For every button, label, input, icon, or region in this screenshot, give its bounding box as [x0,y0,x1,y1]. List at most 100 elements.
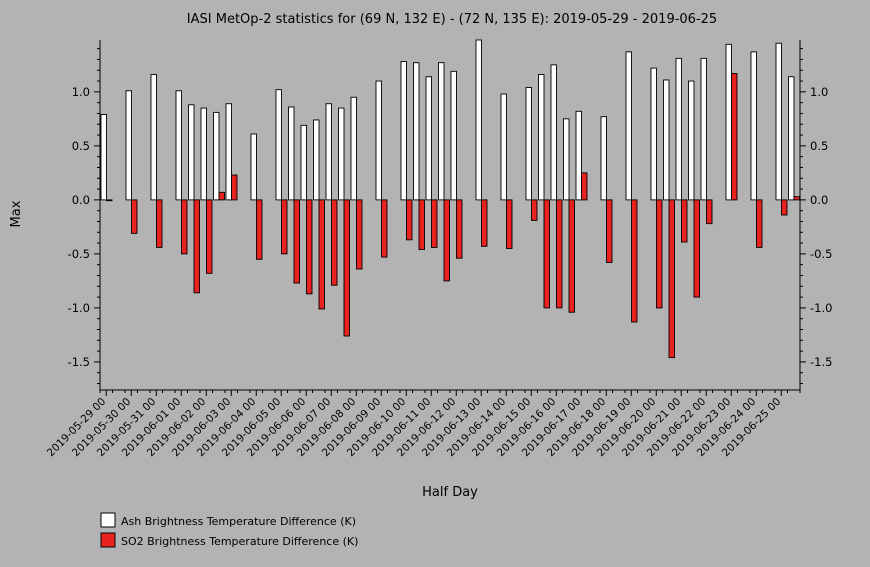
bar-so2 [793,196,800,201]
bar-ash [175,90,182,201]
bar-so2 [218,191,225,201]
y-axis-label: Max [9,200,24,227]
legend-label-ash: Ash Brightness Temperature Difference (K… [121,515,356,528]
bar-so2 [306,199,313,295]
y-tick-label-right: 0.5 [810,139,828,153]
y-tick-label-right: -1.0 [810,301,832,315]
bar-so2 [356,199,363,270]
bar-so2 [506,199,513,249]
bar-so2 [418,199,425,251]
bar-ash [213,111,220,201]
bar-so2 [681,199,688,243]
bar-ash [775,42,782,201]
bar-ash [625,51,632,201]
bar-ash [525,87,532,201]
bar-ash [600,116,607,201]
bar-so2 [443,199,450,282]
bar-ash [300,124,307,201]
bar-so2 [781,199,788,216]
bar-ash [650,67,657,201]
legend-label-so2: SO2 Brightness Temperature Difference (K… [121,535,358,548]
bar-so2 [706,199,713,225]
bar-ash [475,39,482,201]
bar-so2 [156,199,163,248]
bar-ash [325,103,332,201]
bar-so2 [481,199,488,247]
bar-so2 [581,172,588,201]
bar-ash [450,70,457,201]
y-tick-label-left: -1.5 [68,355,90,369]
bar-so2 [731,73,738,201]
bar-so2 [668,199,675,359]
bar-so2 [543,199,550,309]
bar-ash [575,110,582,201]
bar-so2 [106,199,113,202]
bar-so2 [331,199,338,286]
bar-so2 [531,199,538,221]
bar-ash [413,62,420,201]
bar-so2 [693,199,700,298]
bar-so2 [281,199,288,255]
y-tick-label-left: -1.0 [68,301,90,315]
bar-ash [250,133,257,201]
bar-ash [550,64,557,201]
y-tick-label-left: -0.5 [68,247,90,261]
y-tick-label-right: 0.0 [810,193,828,207]
bar-so2 [256,199,263,260]
legend-swatch-so2 [100,532,116,548]
bar-so2 [568,199,575,313]
bar-ash [313,119,320,201]
bar-so2 [456,199,463,259]
bar-so2 [131,199,138,234]
bar-so2 [231,174,238,201]
bar-ash [275,89,282,201]
legend-swatch-ash [100,512,116,528]
y-tick-label-left: 0.5 [72,139,90,153]
y-tick-label-right: 1.0 [810,85,828,99]
bar-ash [188,104,195,201]
bar-ash [700,57,707,201]
bar-ash [400,61,407,201]
bar-so2 [206,199,213,274]
bar-so2 [431,199,438,248]
bar-ash [788,76,795,201]
bar-ash [338,107,345,201]
y-tick-label-right: -0.5 [810,247,832,261]
bar-so2 [343,199,350,337]
bar-so2 [293,199,300,284]
bar-so2 [556,199,563,309]
bar-ash [438,62,445,201]
y-tick-label-right: -1.5 [810,355,832,369]
bar-so2 [606,199,613,263]
bar-so2 [193,199,200,294]
bar-ash [725,43,732,201]
bar-ash [663,79,670,201]
y-tick-label-left: 0.0 [72,193,90,207]
bar-so2 [756,199,763,248]
plot-area: 1.0 1.0 0.5 0.5 0.0 0.0 -0.5 -0.5 -1.0 -1.0 -1.5 -1… [45,39,832,459]
bar-ash [675,57,682,201]
bar-ash [350,96,357,201]
bar-ash [150,74,157,201]
bar-ash [425,76,432,201]
bar-ash [500,93,507,201]
bar-ash [538,74,545,201]
y-tick-label-left: 1.0 [72,85,90,99]
bar-so2 [181,199,188,255]
bar-ash [563,118,570,201]
bar-ash [688,80,695,201]
bar-ash [375,80,382,201]
bar-so2 [656,199,663,309]
bar-so2 [631,199,638,323]
bar-so2 [381,199,388,258]
bar-ash [200,107,207,201]
bar-ash [750,51,757,201]
legend: Ash Brightness Temperature Difference (K… [100,512,358,548]
chart-title: IASI MetOp-2 statistics for (69 N, 132 E… [187,12,717,27]
bar-so2 [318,199,325,310]
bar-ash [225,103,232,201]
bar-ash [125,90,132,201]
bar-ash [100,114,107,201]
